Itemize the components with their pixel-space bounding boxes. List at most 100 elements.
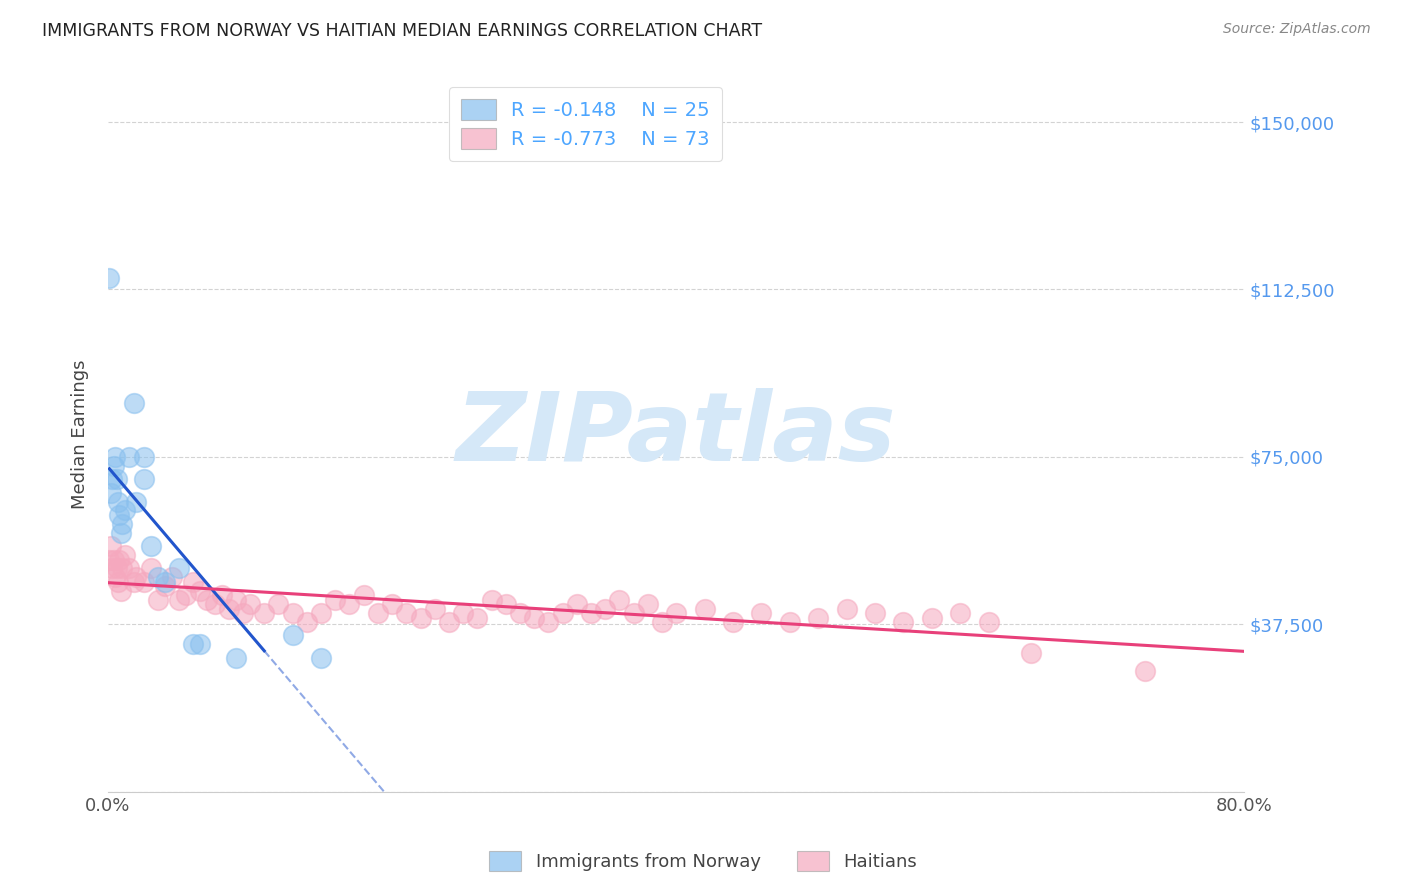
Point [105,472,128,486]
Point [977,615,1000,629]
Point [637,597,659,611]
Point [160,570,183,584]
Text: IMMIGRANTS FROM NORWAY VS HAITIAN MEDIAN EARNINGS CORRELATION CHART: IMMIGRANTS FROM NORWAY VS HAITIAN MEDIAN… [42,22,762,40]
Point [509,606,531,620]
Text: Source: ZipAtlas.com: Source: ZipAtlas.com [1223,22,1371,37]
Point [339,597,361,611]
Point [835,601,858,615]
Point [665,606,688,620]
Point [118,561,141,575]
Point [1133,664,1156,678]
Point [111,561,134,575]
Point [188,583,211,598]
Point [197,592,219,607]
Point [523,610,546,624]
Point [218,601,240,615]
Point [111,516,134,531]
Point [232,606,254,620]
Point [139,561,162,575]
Point [409,610,432,624]
Point [579,606,602,620]
Point [103,458,125,473]
Point [551,606,574,620]
Point [101,472,124,486]
Point [110,525,132,540]
Point [1021,646,1043,660]
Point [108,552,131,566]
Point [623,606,645,620]
Point [721,615,744,629]
Point [693,601,716,615]
Point [537,615,560,629]
Point [921,610,943,624]
Point [103,552,125,566]
Point [239,597,262,611]
Point [105,561,128,575]
Point [139,539,162,553]
Point [104,570,127,584]
Point [153,579,176,593]
Point [949,606,972,620]
Point [863,606,886,620]
Legend: R = -0.148    N = 25, R = -0.773    N = 73: R = -0.148 N = 25, R = -0.773 N = 73 [449,87,721,161]
Point [395,606,418,620]
Point [188,637,211,651]
Point [309,606,332,620]
Point [100,539,122,553]
Point [107,494,129,508]
Point [481,592,503,607]
Point [108,508,131,522]
Text: ZIPatlas: ZIPatlas [456,388,897,481]
Point [225,592,247,607]
Point [381,597,404,611]
Point [146,570,169,584]
Point [125,570,148,584]
Point [181,637,204,651]
Point [807,610,830,624]
Point [98,552,121,566]
Point [651,615,673,629]
Point [267,597,290,611]
Point [181,574,204,589]
Point [593,601,616,615]
Point [114,503,136,517]
Point [101,561,124,575]
Point [893,615,915,629]
Point [367,606,389,620]
Point [465,610,488,624]
Point [225,650,247,665]
Point [125,494,148,508]
Y-axis label: Median Earnings: Median Earnings [72,359,89,509]
Point [122,574,145,589]
Point [353,588,375,602]
Point [751,606,773,620]
Point [565,597,588,611]
Point [114,548,136,562]
Legend: Immigrants from Norway, Haitians: Immigrants from Norway, Haitians [481,844,925,879]
Point [98,271,121,285]
Point [146,592,169,607]
Point [609,592,631,607]
Point [437,615,460,629]
Point [167,561,190,575]
Point [495,597,517,611]
Point [132,472,155,486]
Point [100,485,122,500]
Point [281,628,304,642]
Point [174,588,197,602]
Point [309,650,332,665]
Point [153,574,176,589]
Point [107,574,129,589]
Point [110,583,132,598]
Point [167,592,190,607]
Point [132,574,155,589]
Point [779,615,801,629]
Point [211,588,233,602]
Point [118,450,141,464]
Point [295,615,318,629]
Point [253,606,276,620]
Point [132,450,155,464]
Point [104,450,127,464]
Point [204,597,226,611]
Point [451,606,474,620]
